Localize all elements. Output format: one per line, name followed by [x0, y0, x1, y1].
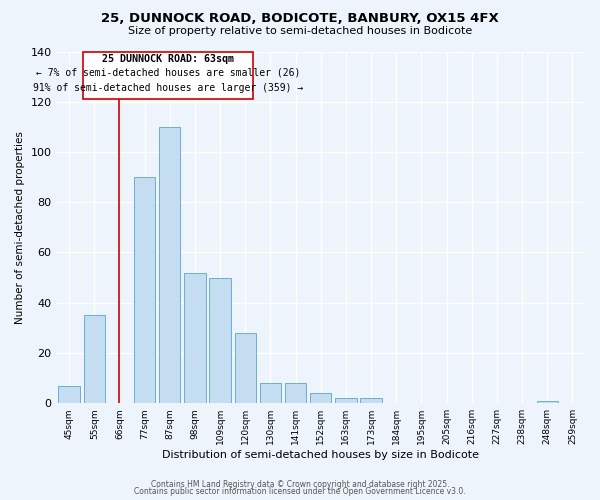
Text: 25, DUNNOCK ROAD, BODICOTE, BANBURY, OX15 4FX: 25, DUNNOCK ROAD, BODICOTE, BANBURY, OX1… — [101, 12, 499, 26]
Text: 25 DUNNOCK ROAD: 63sqm: 25 DUNNOCK ROAD: 63sqm — [102, 54, 234, 64]
Bar — [361, 398, 382, 403]
Bar — [134, 177, 155, 403]
Bar — [83, 316, 105, 403]
FancyBboxPatch shape — [83, 52, 253, 99]
Bar — [184, 272, 206, 403]
Bar — [335, 398, 356, 403]
Bar — [260, 383, 281, 403]
Bar — [209, 278, 231, 403]
Bar — [536, 400, 558, 403]
Y-axis label: Number of semi-detached properties: Number of semi-detached properties — [15, 131, 25, 324]
Bar — [310, 393, 331, 403]
Bar — [159, 127, 181, 403]
Bar — [235, 333, 256, 403]
Text: Size of property relative to semi-detached houses in Bodicote: Size of property relative to semi-detach… — [128, 26, 472, 36]
Text: Contains HM Land Registry data © Crown copyright and database right 2025.: Contains HM Land Registry data © Crown c… — [151, 480, 449, 489]
Text: 91% of semi-detached houses are larger (359) →: 91% of semi-detached houses are larger (… — [33, 83, 303, 93]
Text: ← 7% of semi-detached houses are smaller (26): ← 7% of semi-detached houses are smaller… — [36, 68, 300, 78]
Text: Contains public sector information licensed under the Open Government Licence v3: Contains public sector information licen… — [134, 488, 466, 496]
Bar — [58, 386, 80, 403]
X-axis label: Distribution of semi-detached houses by size in Bodicote: Distribution of semi-detached houses by … — [162, 450, 479, 460]
Bar — [285, 383, 307, 403]
